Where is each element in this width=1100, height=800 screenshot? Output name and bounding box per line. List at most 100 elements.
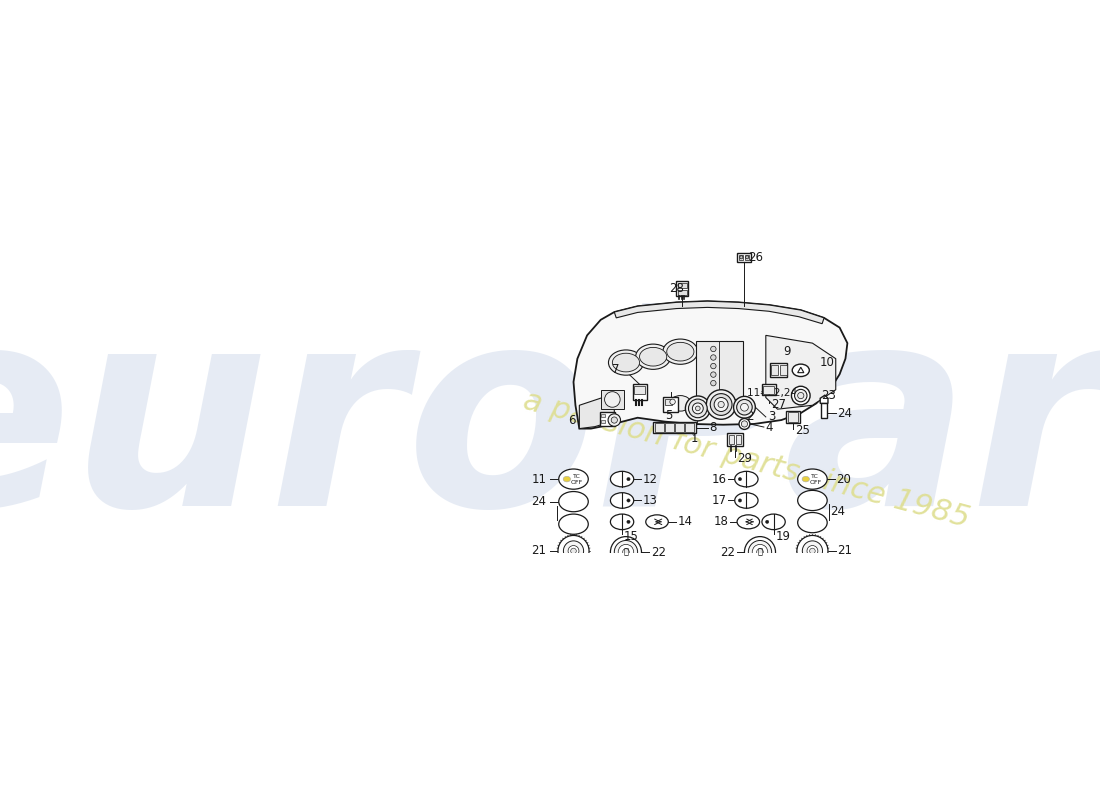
Circle shape [810,548,815,554]
Circle shape [796,535,828,566]
Text: 22: 22 [651,546,667,558]
Ellipse shape [610,471,634,487]
Circle shape [568,546,579,557]
Circle shape [739,418,750,430]
Text: 22: 22 [719,546,735,558]
Text: 17: 17 [712,494,726,507]
Ellipse shape [559,514,588,534]
Bar [739,254,742,260]
Circle shape [711,381,716,386]
Circle shape [605,392,620,407]
Circle shape [608,414,620,426]
Text: 21: 21 [531,545,547,558]
Text: 29: 29 [737,452,751,465]
Text: 🔑: 🔑 [758,548,762,557]
Circle shape [711,363,716,369]
Circle shape [740,256,743,259]
Ellipse shape [610,493,634,508]
Circle shape [711,372,716,378]
Text: 23: 23 [821,389,836,402]
Bar [780,365,786,375]
Text: 21: 21 [837,545,852,558]
Polygon shape [614,301,824,324]
Bar [601,420,605,423]
Bar [696,341,742,399]
Ellipse shape [559,491,588,512]
Text: TC
OFF: TC OFF [570,474,583,485]
Ellipse shape [613,354,639,372]
Circle shape [563,541,584,561]
Text: 24: 24 [830,505,845,518]
Circle shape [714,398,728,411]
Circle shape [610,537,641,568]
Text: 15: 15 [624,530,639,543]
Text: 19: 19 [776,530,791,543]
Text: 20: 20 [836,473,851,486]
Bar [737,253,751,262]
Circle shape [627,520,630,523]
Ellipse shape [563,476,571,482]
Polygon shape [821,395,828,403]
Ellipse shape [798,469,827,490]
Bar [666,423,673,432]
Text: 14: 14 [678,515,692,528]
Circle shape [748,541,771,564]
Text: 28: 28 [669,282,683,295]
Circle shape [718,402,724,408]
Text: 2: 2 [747,410,754,422]
Circle shape [711,346,716,352]
Text: 25: 25 [795,424,810,437]
Bar [634,386,645,394]
Text: TC
OFF: TC OFF [810,474,822,485]
Circle shape [627,499,630,502]
Bar [675,423,684,432]
Circle shape [802,541,823,561]
Circle shape [711,354,716,360]
Circle shape [738,478,741,481]
Text: 12: 12 [642,473,658,486]
Circle shape [741,421,748,427]
Ellipse shape [646,515,669,529]
Text: 8: 8 [710,422,717,434]
Bar [632,384,647,400]
Bar [821,403,827,418]
Bar [786,410,800,423]
Bar [727,434,742,446]
Text: 26: 26 [748,250,763,264]
Circle shape [807,546,818,557]
Circle shape [692,403,703,414]
Text: 10: 10 [820,356,834,369]
Text: 4: 4 [766,421,773,434]
Bar [770,363,786,377]
Circle shape [558,535,589,566]
Circle shape [738,499,741,502]
Bar [666,398,672,405]
Text: 11- 22,24: 11- 22,24 [747,388,798,398]
Polygon shape [573,301,847,429]
Text: 3: 3 [768,410,776,423]
Ellipse shape [667,342,694,361]
Circle shape [614,541,638,564]
Text: 6: 6 [568,414,575,426]
Text: 🔑: 🔑 [624,548,628,557]
Text: 24: 24 [531,495,547,508]
Text: 5: 5 [666,409,672,422]
Circle shape [627,478,630,481]
Circle shape [612,417,617,423]
Circle shape [618,544,634,560]
Circle shape [766,520,769,523]
Bar [685,423,694,432]
Ellipse shape [559,469,588,490]
Ellipse shape [610,514,634,530]
Text: 11: 11 [531,473,547,486]
Ellipse shape [792,364,810,377]
Circle shape [734,396,756,418]
Ellipse shape [798,513,827,533]
Ellipse shape [735,471,758,487]
Text: euroParts: euroParts [0,294,1100,563]
Bar [678,290,686,295]
Bar [788,412,799,422]
Ellipse shape [608,350,644,375]
Bar [676,281,689,296]
Bar [600,412,615,426]
